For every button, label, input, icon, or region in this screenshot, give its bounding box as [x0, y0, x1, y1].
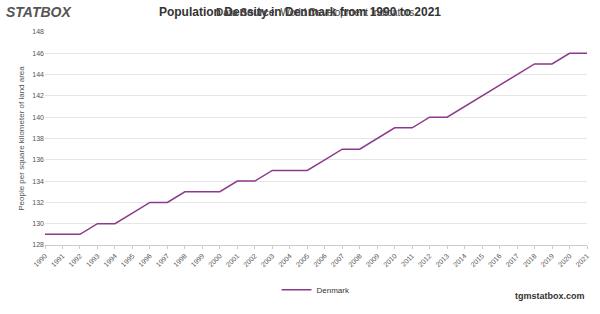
svg-text:2018: 2018	[522, 252, 538, 268]
svg-text:1999: 1999	[190, 252, 206, 268]
svg-text:146: 146	[32, 50, 44, 57]
svg-text:130: 130	[32, 220, 44, 227]
svg-text:2013: 2013	[434, 252, 450, 268]
svg-text:2007: 2007	[329, 252, 345, 268]
svg-text:tgmstatbox.com: tgmstatbox.com	[515, 291, 585, 301]
svg-text:144: 144	[32, 71, 44, 78]
svg-text:1997: 1997	[155, 252, 171, 268]
svg-text:2000: 2000	[207, 252, 223, 268]
svg-text:2016: 2016	[487, 252, 503, 268]
svg-text:2006: 2006	[312, 252, 328, 268]
svg-text:STATBOX: STATBOX	[6, 4, 72, 20]
svg-text:1998: 1998	[172, 252, 188, 268]
svg-text:1991: 1991	[50, 252, 66, 268]
svg-text:1990: 1990	[32, 252, 48, 268]
svg-text:2010: 2010	[382, 252, 398, 268]
svg-text:2011: 2011	[400, 252, 416, 268]
svg-text:138: 138	[32, 135, 44, 142]
svg-text:148: 148	[32, 28, 44, 35]
svg-text:2021: 2021	[574, 252, 590, 268]
svg-text:People per square kilometer of: People per square kilometer of land area	[17, 66, 26, 211]
svg-text:128: 128	[32, 241, 44, 248]
svg-text:1995: 1995	[120, 252, 136, 268]
svg-text:Data Source: World Development: Data Source: World Development Indicator…	[216, 7, 417, 18]
svg-text:2014: 2014	[452, 252, 468, 268]
svg-text:2019: 2019	[539, 252, 555, 268]
svg-text:2001: 2001	[225, 252, 241, 268]
svg-text:2012: 2012	[417, 252, 433, 268]
svg-text:2004: 2004	[277, 252, 293, 268]
svg-text:1996: 1996	[137, 252, 153, 268]
svg-text:2009: 2009	[364, 252, 380, 268]
svg-text:2015: 2015	[469, 252, 485, 268]
svg-text:2020: 2020	[557, 252, 573, 268]
svg-text:1992: 1992	[67, 252, 83, 268]
svg-text:2003: 2003	[260, 252, 276, 268]
svg-text:134: 134	[32, 178, 44, 185]
svg-text:142: 142	[32, 92, 44, 99]
svg-text:Population Density in Denmark: Population Density in Denmark from 1990 …	[159, 5, 441, 19]
svg-text:132: 132	[32, 199, 44, 206]
svg-text:Denmark: Denmark	[317, 286, 350, 295]
svg-text:1993: 1993	[85, 252, 101, 268]
svg-text:2008: 2008	[347, 252, 363, 268]
svg-text:136: 136	[32, 156, 44, 163]
svg-text:2005: 2005	[294, 252, 310, 268]
svg-text:2017: 2017	[504, 252, 520, 268]
svg-text:1994: 1994	[102, 252, 118, 268]
svg-text:2002: 2002	[242, 252, 258, 268]
svg-text:140: 140	[32, 114, 44, 121]
